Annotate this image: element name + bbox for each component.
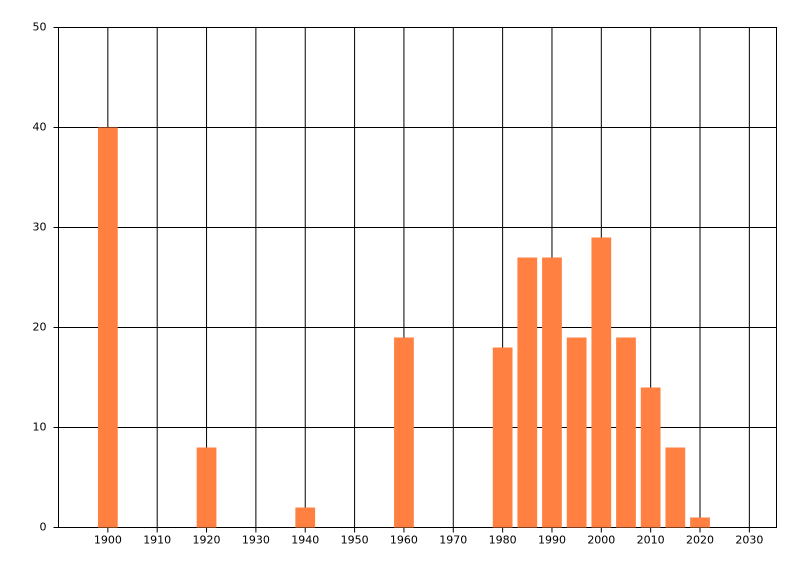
x-tick-label: 1990 bbox=[538, 534, 566, 547]
x-tick-label: 1980 bbox=[489, 534, 517, 547]
x-tick-label: 1910 bbox=[143, 534, 171, 547]
x-tick-label: 1960 bbox=[390, 534, 418, 547]
x-tick-label: 2020 bbox=[686, 534, 714, 547]
bar bbox=[640, 387, 661, 528]
bar bbox=[665, 447, 686, 528]
bar bbox=[492, 347, 513, 528]
x-tick-label: 1950 bbox=[341, 534, 369, 547]
x-tick-label: 1930 bbox=[242, 534, 270, 547]
bar bbox=[517, 257, 538, 528]
y-tick-label: 10 bbox=[33, 421, 47, 434]
x-tick-label: 2000 bbox=[587, 534, 615, 547]
bar bbox=[542, 257, 562, 528]
x-tick-label: 1900 bbox=[94, 534, 122, 547]
bar bbox=[690, 517, 710, 528]
y-tick-label: 30 bbox=[33, 221, 47, 234]
y-tick-label: 20 bbox=[33, 321, 47, 334]
x-tick-label: 2030 bbox=[735, 534, 763, 547]
bar bbox=[616, 337, 636, 528]
bar bbox=[566, 337, 587, 528]
bar bbox=[394, 337, 414, 528]
x-tick-label: 1920 bbox=[193, 534, 221, 547]
x-tick-label: 1940 bbox=[291, 534, 319, 547]
y-tick-label: 40 bbox=[33, 121, 47, 134]
y-tick-label: 50 bbox=[33, 21, 47, 34]
x-tick-label: 1970 bbox=[439, 534, 467, 547]
x-tick-label: 2010 bbox=[637, 534, 665, 547]
bar bbox=[591, 237, 612, 528]
bar bbox=[97, 127, 118, 528]
bar bbox=[295, 507, 316, 528]
bar bbox=[196, 447, 217, 528]
y-tick-label: 0 bbox=[40, 521, 47, 534]
